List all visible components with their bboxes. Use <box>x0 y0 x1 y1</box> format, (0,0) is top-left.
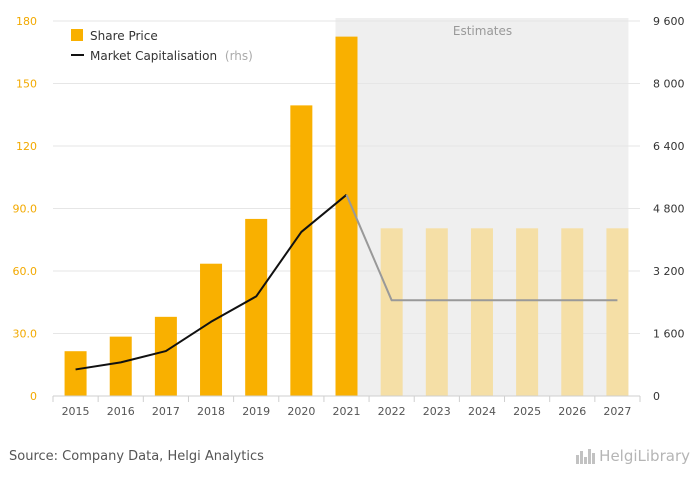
bar-share-price <box>516 228 539 396</box>
y-right-tick-label: 6 400 <box>653 140 685 153</box>
helgi-library-logo[interactable]: HelgiLibrary <box>576 447 690 465</box>
estimates-label: Estimates <box>453 24 512 38</box>
bar-share-price <box>470 228 493 396</box>
y-right-tick-label: 4 800 <box>653 203 685 216</box>
lines <box>75 194 618 371</box>
line-market-cap-estimate <box>345 194 618 302</box>
x-tick-label: 2018 <box>197 405 225 418</box>
bar-share-price <box>561 228 584 396</box>
bar-share-price <box>64 351 87 396</box>
x-tick-label: 2026 <box>558 405 586 418</box>
x-tick-label: 2022 <box>378 405 406 418</box>
y-left-tick-label: 60.0 <box>13 265 38 278</box>
y-left-tick-label: 150 <box>16 78 37 91</box>
x-tick-label: 2016 <box>107 405 135 418</box>
bar-share-price <box>425 228 448 396</box>
x-tick-label: 2017 <box>152 405 180 418</box>
bar-share-price <box>200 263 223 396</box>
y-left-tick-label: 180 <box>16 15 37 28</box>
legend-label-market-cap-suffix: (rhs) <box>225 49 253 63</box>
legend: Share Price Market Capitalisation (rhs) <box>71 29 253 63</box>
y-right-tick-label: 1 600 <box>653 328 685 341</box>
legend-label-share-price: Share Price <box>90 29 158 43</box>
y-right-tick-label: 0 <box>653 390 660 403</box>
legend-swatch-share-price <box>71 29 83 41</box>
chart: Estimates 0 30.0 60.0 90.0 120 150 180 0 1 600 3 … <box>13 15 685 418</box>
line-market-cap <box>75 194 348 371</box>
y-left-tick-label: 0 <box>30 390 37 403</box>
bar-share-price <box>380 228 403 396</box>
bar-share-price <box>154 316 177 396</box>
x-tick-label: 2015 <box>62 405 90 418</box>
bars <box>64 36 629 396</box>
y-right-tick-label: 3 200 <box>653 265 685 278</box>
bar-share-price <box>245 218 268 396</box>
y-left-tick-label: 30.0 <box>13 328 38 341</box>
bar-share-price <box>290 105 313 396</box>
bar-share-price <box>109 336 132 396</box>
bar-share-price <box>606 228 629 396</box>
source-note: Source: Company Data, Helgi Analytics <box>9 449 264 464</box>
legend-label-market-cap-name: Market Capitalisation <box>90 49 217 63</box>
y-left-tick-label: 120 <box>16 140 37 153</box>
logo-text: HelgiLibrary <box>599 447 690 465</box>
x-tick-label: 2027 <box>603 405 631 418</box>
x-tick-label: 2025 <box>513 405 541 418</box>
x-tick-label: 2024 <box>468 405 496 418</box>
y-left-tick-label: 90.0 <box>13 203 38 216</box>
bookshelf-icon <box>576 448 596 464</box>
x-tick-label: 2020 <box>287 405 315 418</box>
legend-label-market-cap: Market Capitalisation (rhs) <box>90 49 253 63</box>
axes: 0 30.0 60.0 90.0 120 150 180 0 1 600 3 200 4 800 6 … <box>13 15 685 418</box>
bar-share-price <box>335 36 358 396</box>
x-tick-label: 2023 <box>423 405 451 418</box>
x-tick-label: 2021 <box>333 405 361 418</box>
y-right-tick-label: 8 000 <box>653 78 685 91</box>
x-tick-label: 2019 <box>242 405 270 418</box>
y-right-tick-label: 9 600 <box>653 15 685 28</box>
